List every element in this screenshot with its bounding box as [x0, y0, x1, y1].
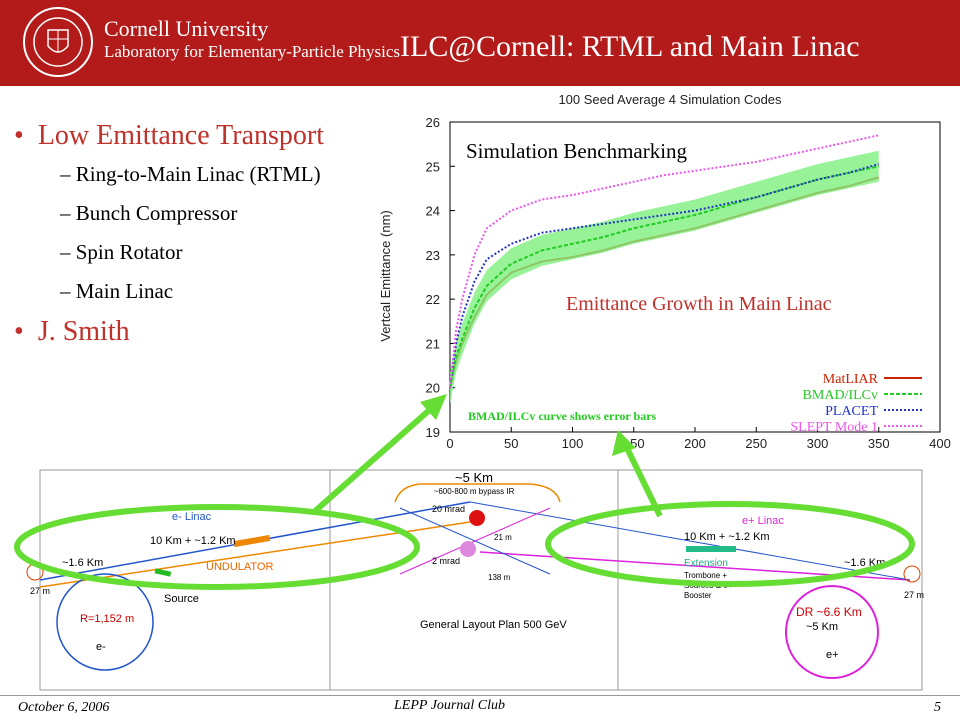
x-tick-label: 200 — [684, 436, 706, 451]
bullet-list: • Low Emittance Transport – Ring-to-Main… — [14, 118, 414, 350]
label-138m: 138 m — [488, 573, 511, 582]
x-tick-label: 400 — [929, 436, 951, 451]
x-tick-label: 300 — [807, 436, 829, 451]
sub-bullet-spin-rotator: – Spin Rotator — [60, 240, 183, 264]
sub-bullet-rtml: – Ring-to-Main Linac (RTML) — [60, 162, 321, 186]
legend-label: MatLIAR — [823, 372, 879, 387]
label-e-minus: e- — [96, 641, 106, 653]
bullet-author: • J. Smith — [14, 316, 130, 347]
label-e-linac: e- Linac — [172, 511, 212, 523]
label-top-length: ~5 Km — [455, 470, 493, 485]
footer-club: LEPP Journal Club — [394, 698, 505, 713]
label-left-27m: 27 m — [30, 586, 50, 596]
label-21m: 21 m — [494, 533, 512, 542]
y-tick-label: 26 — [426, 115, 440, 130]
y-tick-label: 23 — [426, 248, 440, 263]
annotation-emittance-growth: Emittance Growth in Main Linac — [566, 293, 832, 315]
legend-label: SLEPT Mode 1 — [790, 420, 878, 435]
chart-title: 100 Seed Average 4 Simulation Codes — [558, 92, 782, 107]
legend-label: PLACET — [825, 404, 878, 419]
bullet-text: J. Smith — [37, 316, 130, 347]
series-line-1 — [449, 165, 879, 388]
sub-bullet-text: Ring-to-Main Linac (RTML) — [75, 162, 321, 186]
label-e-linac-len: 10 Km + ~1.2 Km — [150, 535, 236, 547]
sub-bullet-text: Main Linac — [75, 279, 174, 303]
label-left-length: ~1.6 Km — [62, 557, 103, 569]
emittance-chart: 100 Seed Average 4 Simulation Codes Vert… — [380, 86, 960, 458]
label-booster: Booster — [684, 591, 712, 600]
bullet-text: Low Emittance Transport — [37, 120, 325, 151]
label-right-length: ~1.6 Km — [844, 557, 885, 569]
label-p-linac: e+ Linac — [742, 515, 784, 527]
footer-divider — [0, 695, 960, 696]
label-layout-plan: General Layout Plan 500 GeV — [420, 619, 567, 631]
axis-ticks: 0 50 100 150 200 250 300 350 400 19 20 21 22 23 24 25 26 — [426, 115, 951, 451]
cornell-seal-icon — [23, 7, 93, 77]
x-tick-label: 250 — [745, 436, 767, 451]
x-tick-label: 150 — [623, 436, 645, 451]
chart-ylabel: Vertcal Emittance (nm) — [380, 210, 393, 342]
extension-block — [686, 546, 736, 552]
sub-bullet-text: Spin Rotator — [75, 240, 183, 264]
bullet-low-emittance: • Low Emittance Transport — [14, 120, 325, 151]
label-trombone: Trombone + — [684, 571, 727, 580]
y-tick-label: 24 — [426, 204, 440, 219]
y-tick-label: 22 — [426, 292, 440, 307]
y-tick-label: 25 — [426, 159, 440, 174]
university-name: Cornell University — [104, 16, 269, 41]
label-radius: R=1,152 m — [80, 613, 134, 625]
label-p-linac-len: 10 Km + ~1.2 Km — [684, 531, 770, 543]
x-tick-label: 0 — [446, 436, 453, 451]
header-bar: Cornell University Laboratory for Elemen… — [0, 0, 960, 86]
label-20mrad: 20 mrad — [432, 504, 465, 514]
y-tick-label: 21 — [426, 336, 440, 351]
sub-bullet-list: – Ring-to-Main Linac (RTML) – Bunch Comp… — [14, 162, 414, 304]
legend-label: BMAD/ILCv — [803, 388, 878, 403]
series-line-3 — [449, 134, 879, 388]
label-dr: DR ~6.6 Km — [796, 605, 862, 619]
sub-bullet-bunch-compressor: – Bunch Compressor — [60, 201, 238, 225]
chart-background — [380, 86, 960, 458]
label-dr-5km: ~5 Km — [806, 621, 838, 633]
sub-bullet-text: Bunch Compressor — [75, 201, 238, 225]
label-sources: Sources & e+ — [684, 581, 733, 590]
diagram-background — [0, 462, 960, 694]
laboratory-name: Laboratory for Elementary-Particle Physi… — [104, 42, 400, 61]
label-source: Source — [164, 593, 199, 605]
label-extension: Extension — [684, 558, 728, 569]
annotation-error-bars: BMAD/ILCv curve shows error bars — [468, 409, 657, 423]
label-undulator: UNDULATOR — [206, 561, 273, 573]
page-number: 5 — [934, 700, 941, 715]
ilc-layout-diagram: ~5 Km ~600-800 m bypass IR 20 mrad 2 mra… — [0, 462, 960, 694]
y-tick-label: 19 — [426, 425, 440, 440]
slide-title: ILC@Cornell: RTML and Main Linac — [400, 30, 860, 63]
label-e-plus: e+ — [826, 649, 839, 661]
label-2mrad: 2 mrad — [432, 556, 460, 566]
y-tick-label: 20 — [426, 381, 440, 396]
ir-crossing — [399, 507, 551, 575]
annotation-benchmarking: Simulation Benchmarking — [466, 139, 688, 163]
footer-date: October 6, 2006 — [18, 700, 110, 715]
interaction-point-20mrad — [469, 510, 485, 526]
interaction-point-2mrad — [460, 541, 476, 557]
label-bypass: ~600-800 m bypass IR — [434, 487, 515, 496]
x-tick-label: 50 — [504, 436, 518, 451]
x-tick-label: 350 — [868, 436, 890, 451]
x-tick-label: 100 — [562, 436, 584, 451]
sub-bullet-main-linac: – Main Linac — [60, 279, 174, 303]
series-line-2 — [449, 163, 880, 388]
label-right-27m: 27 m — [904, 590, 924, 600]
series-lines — [449, 134, 880, 404]
